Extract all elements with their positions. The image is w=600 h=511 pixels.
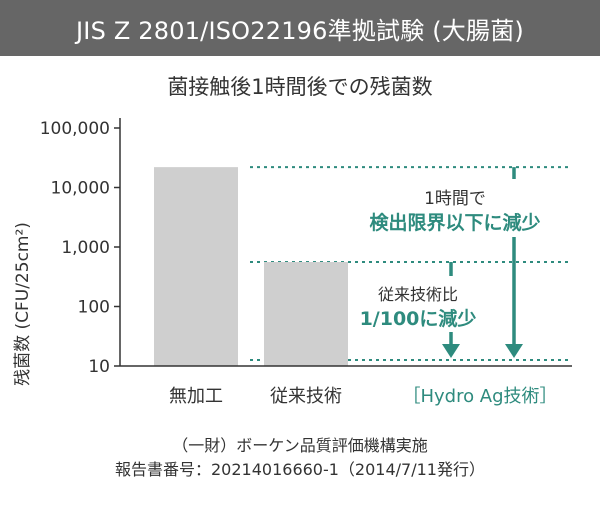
x-tick-label: 従来技術 bbox=[270, 386, 342, 407]
page-header: JIS Z 2801/ISO22196準拠試験 (大腸菌) bbox=[0, 0, 600, 56]
annotation-highlight: 検出限界以下に減少 bbox=[369, 211, 540, 234]
y-tick-label: 100,000 bbox=[40, 119, 110, 139]
annotation-line: 従来技術比 bbox=[378, 285, 458, 304]
bacteria-chart: 菌接触後1時間後での残菌数 残菌数 (CFU/25cm²) 10 100 1,000… bbox=[13, 75, 572, 407]
x-tick-label: ［Hydro Ag技術］ bbox=[402, 386, 557, 407]
chart-title: 菌接触後1時間後での残菌数 bbox=[167, 75, 432, 99]
x-tick-label: 無加工 bbox=[169, 386, 223, 407]
annotation-line: 1時間で bbox=[424, 189, 486, 209]
annotation-box bbox=[350, 179, 560, 237]
header-title: JIS Z 2801/ISO22196準拠試験 (大腸菌) bbox=[76, 16, 524, 45]
y-tick-label: 1,000 bbox=[61, 238, 110, 258]
footer-line2: 報告書番号：20214016660-1（2014/7/11発行） bbox=[115, 460, 485, 479]
footer-line1: （一財）ボーケン品質評価機構実施 bbox=[172, 436, 428, 455]
y-axis-label: 残菌数 (CFU/25cm²) bbox=[13, 222, 33, 386]
y-tick-label: 10,000 bbox=[51, 179, 110, 199]
annotation-highlight: 1/100に減少 bbox=[360, 307, 477, 330]
y-tick-label: 10 bbox=[88, 357, 110, 377]
y-tick-label: 100 bbox=[78, 298, 110, 318]
bar bbox=[264, 261, 348, 366]
bar bbox=[154, 167, 238, 366]
annotation-conventional: 従来技術比 1/100に減少 bbox=[358, 276, 478, 332]
footer-report: 報告書番号：20214016660-1（2014/7/11発行） bbox=[0, 456, 600, 480]
footer-source: （一財）ボーケン品質評価機構実施 bbox=[0, 432, 600, 456]
annotation-box bbox=[358, 276, 478, 332]
